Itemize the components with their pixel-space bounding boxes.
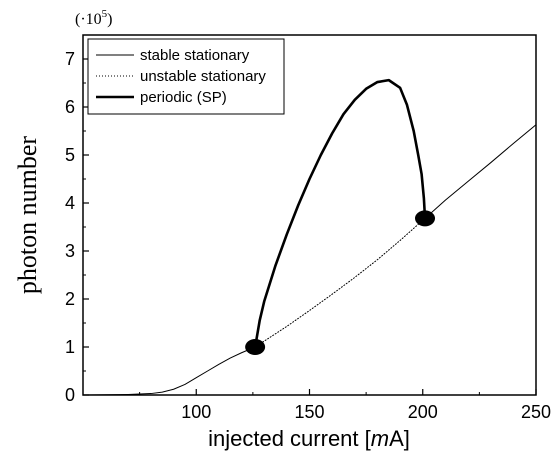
x-axis-label: injected current [mA]: [208, 426, 410, 451]
y-tick-label: 1: [65, 337, 75, 357]
x-tick-label: 200: [408, 402, 438, 422]
x-axis: 100 150 200 250: [139, 389, 551, 422]
legend-label-periodic: periodic (SP): [140, 89, 227, 106]
legend-label-unstable: unstable stationary: [140, 68, 266, 85]
y-axis-label: photon number: [13, 136, 42, 294]
y-tick-label: 0: [65, 385, 75, 405]
x-tick-label: 250: [521, 402, 551, 422]
series-layer: [82, 78, 537, 396]
y-tick-label: 3: [65, 241, 75, 261]
y-axis: 0 1 2 3 4 5 6 7: [65, 49, 89, 405]
legend-label-stable: stable stationary: [140, 47, 250, 64]
y-multiplier-label: (·105): [75, 8, 112, 28]
bifurcation-marker-0: [245, 339, 266, 355]
series-line-0: [82, 346, 256, 396]
y-tick-label: 2: [65, 289, 75, 309]
marker-layer: [245, 210, 436, 355]
x-tick-label: 100: [181, 402, 211, 422]
bifurcation-marker-1: [415, 210, 436, 227]
y-tick-label: 7: [65, 49, 75, 69]
y-tick-label: 5: [65, 145, 75, 165]
y-tick-label: 4: [65, 193, 75, 213]
series-line-1: [254, 217, 426, 348]
x-tick-label: 150: [294, 402, 324, 422]
legend: stable stationary unstable stationary pe…: [87, 38, 285, 115]
y-tick-label: 6: [65, 97, 75, 117]
series-line-3: [253, 78, 427, 349]
series-line-2: [424, 124, 537, 219]
